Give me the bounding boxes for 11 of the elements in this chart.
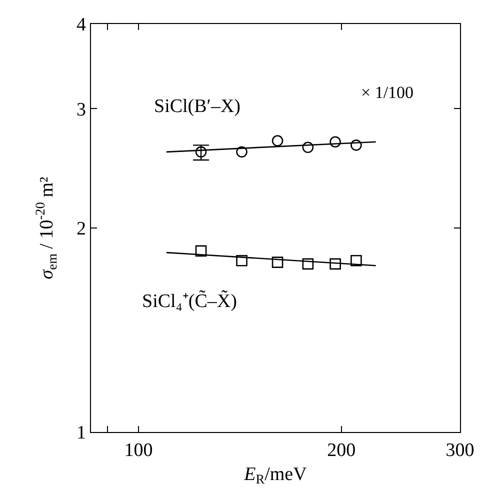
y-tick-label: 3: [76, 99, 86, 120]
x-tick-label: 200: [327, 440, 356, 461]
y-tick-label: 1: [76, 422, 86, 444]
y-tick-label: 4: [76, 14, 87, 36]
x-tick-label: 300: [446, 440, 474, 461]
series-label: SiCl(B′–X): [154, 96, 241, 117]
x-tick-label: 100: [124, 440, 153, 461]
annotation: × 1/100: [361, 83, 414, 102]
x-axis-title: E$_{R}$/meV: [243, 464, 308, 487]
series-label: SiCl₄⁺(C̃–X̃): [142, 290, 237, 312]
y-tick-label: 2: [76, 218, 86, 240]
